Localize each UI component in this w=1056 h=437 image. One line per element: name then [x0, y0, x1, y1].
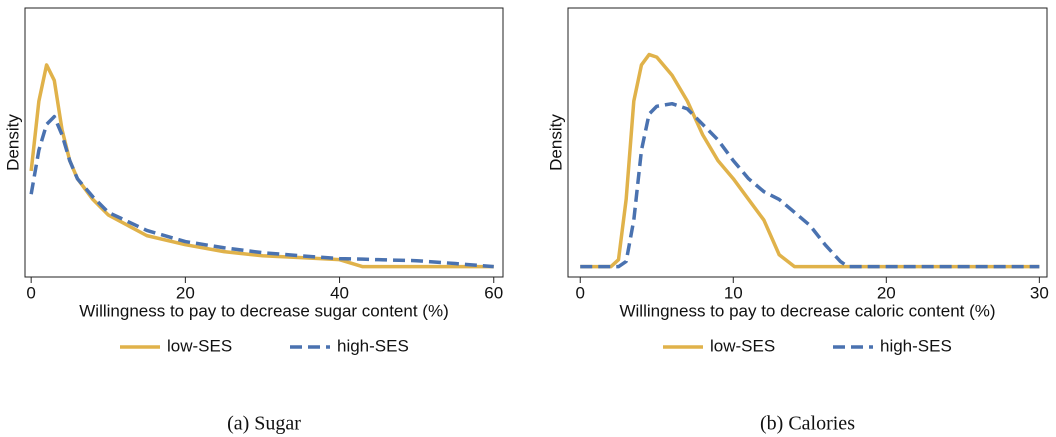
x-tick-label: 20: [176, 283, 195, 302]
density-line: [29, 114, 494, 269]
x-tick-label: 0: [576, 283, 585, 302]
x-axis-label: Willingness to pay to decrease caloric c…: [619, 301, 995, 320]
y-axis-label: Density: [546, 114, 565, 171]
plot-frame: [24, 7, 504, 278]
x-axis-label: Willingness to pay to decrease sugar con…: [79, 301, 448, 320]
density-line: [580, 52, 1040, 269]
legend-label: high-SES: [337, 336, 409, 355]
caption: (a) Sugar: [227, 413, 301, 435]
density-line: [29, 63, 494, 269]
caption: (b) Calories: [760, 413, 855, 435]
density-line: [580, 101, 1040, 269]
x-tick-label: 0: [26, 283, 35, 302]
x-tick-label: 60: [484, 283, 503, 302]
x-tick-label: 10: [724, 283, 743, 302]
x-tick-label: 30: [1030, 283, 1049, 302]
x-tick-label: 20: [877, 283, 896, 302]
x-tick-label: 40: [330, 283, 349, 302]
legend-label: low-SES: [167, 336, 232, 355]
plot-frame: [567, 7, 1048, 278]
legend-label: high-SES: [880, 336, 952, 355]
legend-label: low-SES: [710, 336, 775, 355]
y-axis-label: Density: [3, 114, 22, 171]
